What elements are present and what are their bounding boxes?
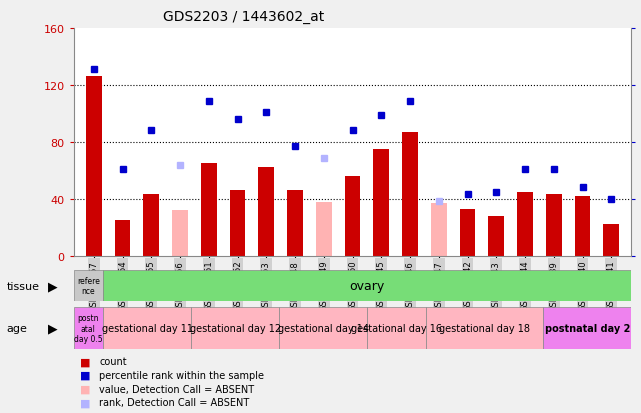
Text: GDS2203 / 1443602_at: GDS2203 / 1443602_at: [163, 10, 324, 24]
Bar: [115, 221, 131, 256]
Text: ovary: ovary: [349, 280, 385, 292]
Bar: [546, 195, 562, 256]
Text: value, Detection Call = ABSENT: value, Detection Call = ABSENT: [99, 384, 254, 394]
Text: gestational day 14: gestational day 14: [278, 323, 369, 333]
Text: ■: ■: [80, 384, 90, 394]
Bar: [74, 271, 103, 301]
Bar: [367, 308, 426, 349]
Bar: [603, 225, 619, 256]
Bar: [287, 191, 303, 256]
Bar: [86, 77, 102, 256]
Text: rank, Detection Call = ABSENT: rank, Detection Call = ABSENT: [99, 397, 249, 407]
Bar: [229, 191, 246, 256]
Bar: [402, 133, 418, 256]
Bar: [345, 176, 360, 256]
Text: ■: ■: [80, 397, 90, 407]
Text: gestational day 18: gestational day 18: [439, 323, 530, 333]
Bar: [574, 197, 590, 256]
Text: gestational day 12: gestational day 12: [190, 323, 281, 333]
Bar: [431, 204, 447, 256]
Bar: [517, 192, 533, 256]
Text: percentile rank within the sample: percentile rank within the sample: [99, 370, 264, 380]
Text: postn
atal
day 0.5: postn atal day 0.5: [74, 313, 103, 343]
Bar: [191, 308, 279, 349]
Bar: [144, 195, 159, 256]
Text: gestational day 16: gestational day 16: [351, 323, 442, 333]
Bar: [426, 308, 544, 349]
Bar: [316, 202, 331, 256]
Bar: [279, 308, 367, 349]
Text: tissue: tissue: [6, 281, 39, 291]
Text: postnatal day 2: postnatal day 2: [545, 323, 630, 333]
Text: ■: ■: [80, 370, 90, 380]
Bar: [74, 308, 103, 349]
Text: ▶: ▶: [48, 280, 58, 292]
Bar: [258, 168, 274, 256]
Bar: [172, 211, 188, 256]
Bar: [544, 308, 631, 349]
Text: count: count: [99, 356, 127, 366]
Text: age: age: [6, 323, 28, 333]
Text: ▶: ▶: [48, 322, 58, 335]
Bar: [374, 150, 389, 256]
Text: gestational day 11: gestational day 11: [101, 323, 192, 333]
Bar: [103, 308, 191, 349]
Text: refere
nce: refere nce: [77, 276, 100, 296]
Bar: [201, 164, 217, 256]
Bar: [488, 216, 504, 256]
Bar: [460, 209, 476, 256]
Text: ■: ■: [80, 356, 90, 366]
